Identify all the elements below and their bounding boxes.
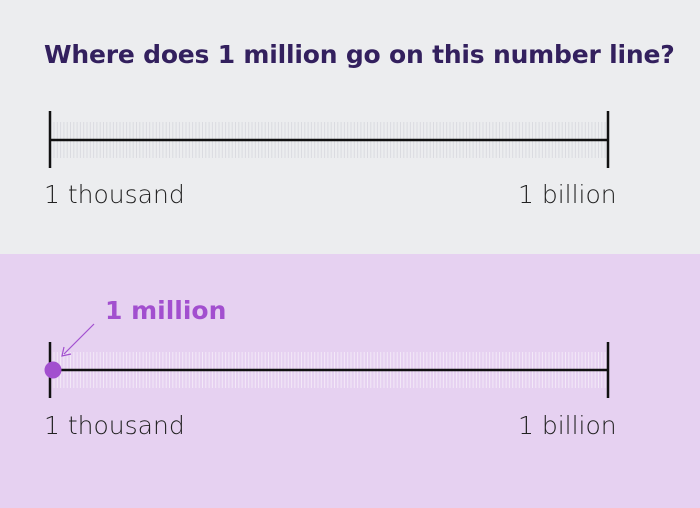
answer-panel: 1 million 1 thousand 1 billion xyxy=(0,254,700,508)
number-line-bottom xyxy=(44,323,610,398)
million-marker-label: 1 million xyxy=(105,296,227,325)
question-title: Where does 1 million go on this number l… xyxy=(44,40,675,69)
question-panel: Where does 1 million go on this number l… xyxy=(0,0,700,254)
pointer-arrowhead xyxy=(61,346,72,357)
number-line-top xyxy=(48,111,610,168)
pointer-arrow xyxy=(63,323,95,355)
right-label-bottom: 1 billion xyxy=(518,411,617,440)
right-label-top: 1 billion xyxy=(518,180,617,209)
left-label-top: 1 thousand xyxy=(44,180,185,209)
million-marker-dot xyxy=(44,361,62,379)
left-label-bottom: 1 thousand xyxy=(44,411,185,440)
